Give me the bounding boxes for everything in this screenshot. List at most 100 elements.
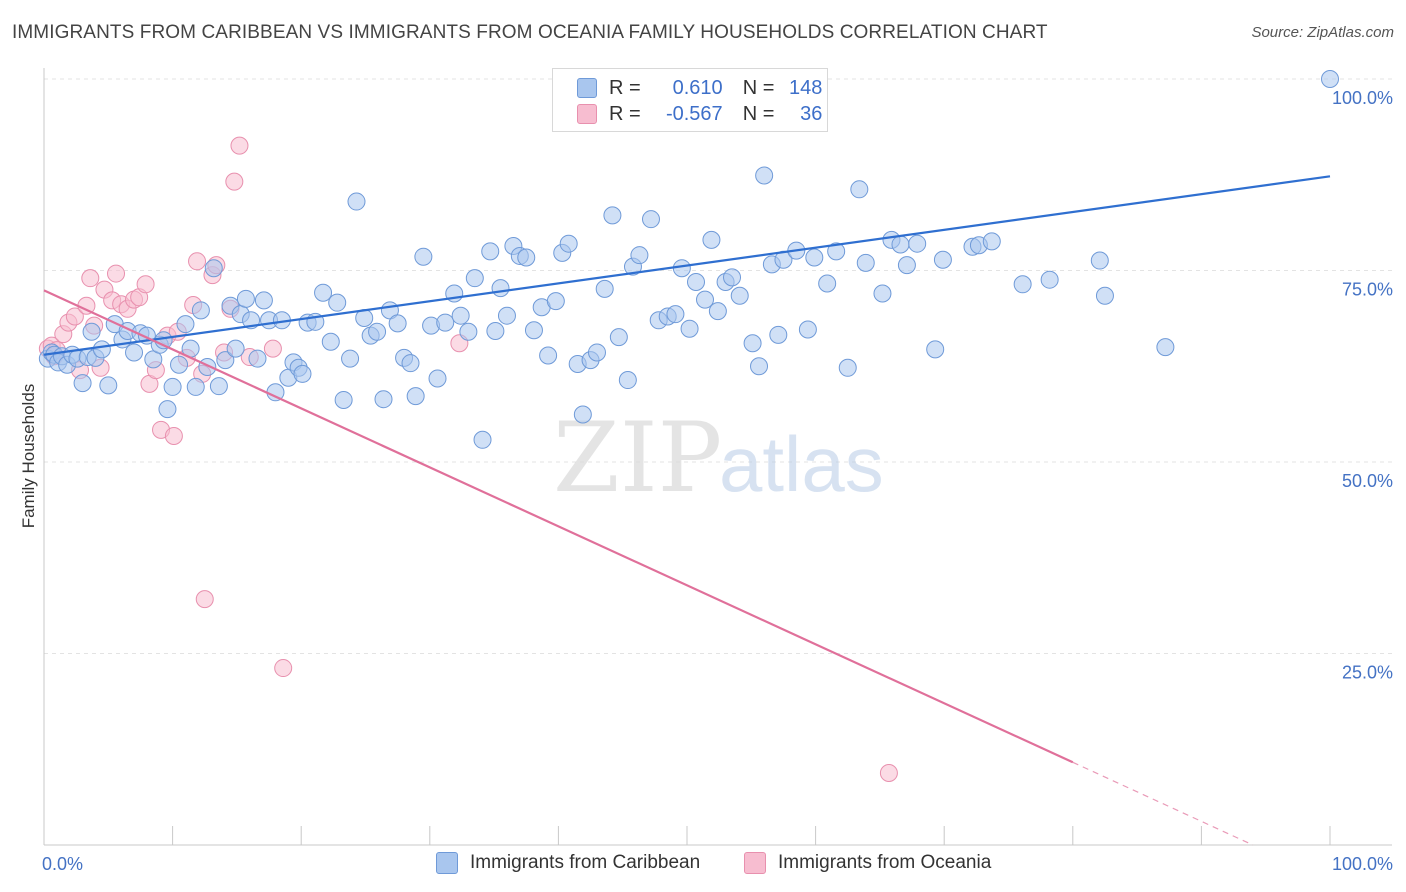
point-caribbean	[618, 371, 637, 390]
point-caribbean	[926, 340, 945, 359]
point-oceania	[107, 264, 126, 283]
trend-lines	[43, 175, 1331, 846]
point-caribbean	[1090, 251, 1109, 270]
point-caribbean	[696, 290, 715, 309]
watermark-atlas: atlas	[719, 420, 884, 508]
point-caribbean	[850, 180, 869, 199]
point-oceania	[230, 136, 249, 155]
point-caribbean	[546, 292, 565, 311]
y-tick-label: 50.0%	[1342, 471, 1393, 491]
point-caribbean	[82, 322, 101, 341]
legend-r-value: 0.610	[672, 76, 723, 99]
chart-source: Source: ZipAtlas.com	[1251, 24, 1394, 41]
point-caribbean	[750, 357, 769, 376]
point-caribbean	[491, 279, 510, 298]
point-caribbean	[1321, 70, 1339, 88]
point-caribbean	[254, 291, 273, 310]
point-caribbean	[1156, 338, 1175, 357]
y-axis-label: Family Households	[19, 384, 38, 529]
series-caribbean	[38, 70, 1339, 449]
point-caribbean	[798, 320, 817, 339]
y-tick-label: 100.0%	[1332, 88, 1393, 108]
point-caribbean	[573, 405, 592, 424]
trend-line-oceania-extension	[1072, 761, 1254, 846]
point-oceania	[195, 590, 214, 609]
point-caribbean	[1095, 286, 1114, 305]
point-caribbean	[388, 314, 407, 333]
legend-swatch-oceania	[577, 104, 597, 124]
point-caribbean	[933, 250, 952, 269]
point-caribbean	[347, 192, 366, 211]
point-caribbean	[687, 272, 706, 291]
legend-n-label: N =	[742, 76, 775, 99]
point-caribbean	[459, 322, 478, 341]
point-caribbean	[204, 259, 223, 278]
tick-labels: 100.0% 75.0% 50.0% 25.0% 0.0% 100.0%	[42, 88, 1393, 874]
bottom-legend-label-caribbean: Immigrants from Caribbean	[470, 852, 701, 873]
point-caribbean	[539, 346, 558, 365]
point-caribbean	[92, 340, 111, 359]
point-caribbean	[672, 259, 691, 278]
point-caribbean	[838, 358, 857, 377]
y-tick-label: 75.0%	[1342, 280, 1393, 300]
point-caribbean	[1040, 270, 1059, 289]
point-caribbean	[406, 387, 425, 406]
point-caribbean	[524, 321, 543, 340]
point-oceania	[274, 659, 293, 678]
point-caribbean	[723, 268, 742, 287]
point-caribbean	[170, 355, 189, 374]
legend-n-value: 148	[789, 76, 823, 99]
point-caribbean	[559, 234, 578, 253]
chart-title: IMMIGRANTS FROM CARIBBEAN VS IMMIGRANTS …	[12, 22, 1048, 43]
point-caribbean	[891, 235, 910, 254]
bottom-legend-label-oceania: Immigrants from Oceania	[778, 852, 992, 873]
point-caribbean	[334, 390, 353, 409]
bottom-legend-swatch-caribbean	[436, 852, 458, 874]
grid-lines	[44, 78, 1392, 654]
legend-row-caribbean: R = 0.610 N = 148	[577, 75, 822, 101]
x-tick-label: 100.0%	[1332, 854, 1393, 874]
point-caribbean	[401, 354, 420, 373]
legend-row-oceania: R = -0.567 N = 36	[577, 101, 822, 127]
point-caribbean	[321, 332, 340, 351]
legend-n-label: N =	[742, 102, 775, 125]
point-caribbean	[486, 322, 505, 341]
point-caribbean	[755, 166, 774, 185]
point-caribbean	[163, 377, 182, 396]
bottom-legend-caribbean: Immigrants from Caribbean	[436, 852, 700, 874]
trend-line-caribbean	[43, 175, 1331, 356]
legend-n-value: 36	[800, 102, 823, 125]
point-caribbean	[609, 328, 628, 347]
point-caribbean	[769, 325, 788, 344]
point-caribbean	[226, 339, 245, 358]
point-caribbean	[125, 343, 144, 362]
point-caribbean	[517, 248, 536, 267]
point-caribbean	[702, 230, 721, 249]
point-caribbean	[73, 374, 92, 393]
point-caribbean	[428, 369, 447, 388]
point-oceania	[81, 269, 100, 288]
point-caribbean	[236, 289, 255, 308]
point-caribbean	[595, 279, 614, 298]
point-caribbean	[873, 284, 892, 303]
point-caribbean	[314, 283, 333, 302]
point-caribbean	[158, 400, 177, 419]
point-caribbean	[805, 248, 824, 267]
point-caribbean	[465, 269, 484, 288]
point-caribbean	[856, 253, 875, 272]
point-caribbean	[587, 343, 606, 362]
point-oceania	[225, 172, 244, 191]
point-caribbean	[186, 377, 205, 396]
point-caribbean	[630, 246, 649, 265]
trend-line-oceania	[43, 289, 1074, 764]
point-caribbean	[293, 364, 312, 383]
point-oceania	[188, 252, 207, 271]
point-caribbean	[414, 247, 433, 266]
bottom-legend-swatch-oceania	[744, 852, 766, 874]
point-caribbean	[451, 306, 470, 325]
point-caribbean	[99, 376, 118, 395]
point-caribbean	[436, 313, 455, 332]
point-caribbean	[328, 293, 347, 312]
point-caribbean	[176, 315, 195, 334]
